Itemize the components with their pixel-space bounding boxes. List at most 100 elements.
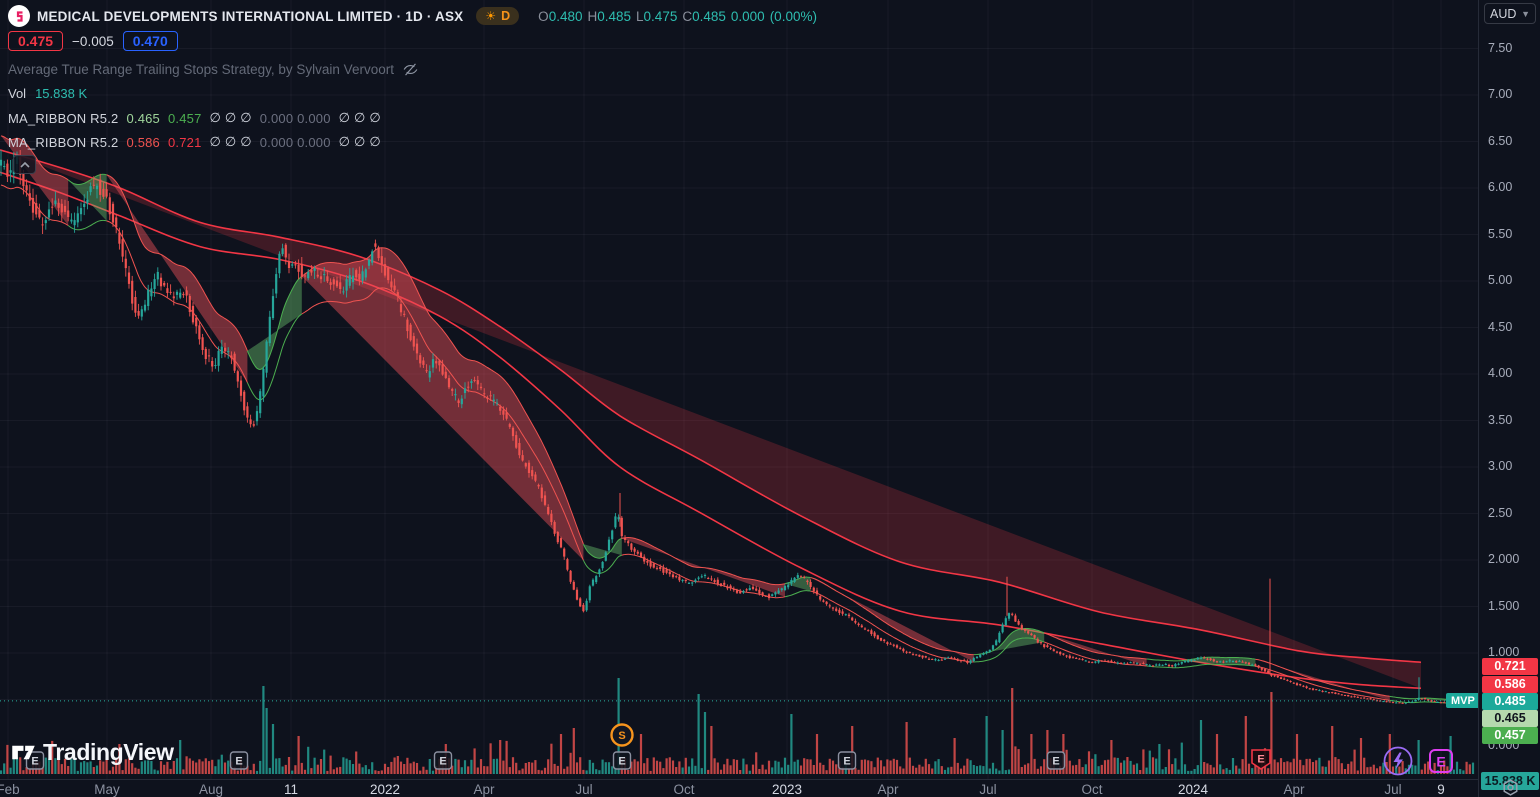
volume-value: 15.838 K xyxy=(35,86,88,101)
open-label: O xyxy=(538,8,549,24)
ma-ribbon-value: ∅ ∅ ∅ xyxy=(209,110,252,125)
low-value: 0.475 xyxy=(643,8,678,24)
price-tick: 5.00 xyxy=(1488,273,1513,287)
legend-collapse-icon xyxy=(19,161,30,168)
svg-text:E: E xyxy=(1257,754,1264,766)
ohlc-values: O0.480 H0.485 L0.475 C0.485 0.000 (0.00%… xyxy=(538,9,817,24)
time-tick: 2022 xyxy=(369,782,401,797)
svg-text:E: E xyxy=(31,756,38,768)
earnings-badge[interactable]: E xyxy=(433,751,453,770)
svg-text:E: E xyxy=(1052,756,1059,768)
earnings-badge[interactable]: E xyxy=(25,751,45,770)
time-tick: Jul xyxy=(1384,782,1402,797)
time-tick: Aug xyxy=(198,782,224,797)
ma-ribbon-label: MA_RIBBON R5.2 xyxy=(8,134,119,150)
time-tick: 2024 xyxy=(1177,782,1209,797)
svg-text:E: E xyxy=(1436,754,1445,770)
time-tick: Apr xyxy=(877,782,899,797)
price-label-chip: 0.485 xyxy=(1482,692,1538,710)
price-scale[interactable]: AUD ▼ 7.50 7.00 6.50 6.00 5.50 5.00 4.50 4.00 3.… xyxy=(1478,0,1540,797)
price-label-chip: 0.465 xyxy=(1482,709,1538,727)
svg-text:S: S xyxy=(618,730,625,742)
price-tick: 2.50 xyxy=(1488,505,1513,520)
price-tick: 4.00 xyxy=(1488,366,1513,380)
price-tick: 3.00 xyxy=(1488,459,1513,473)
time-tick: Apr xyxy=(1283,782,1305,797)
symbol-header-row[interactable]: MEDICAL DEVELOPMENTS INTERNATIONAL LIMIT… xyxy=(8,5,817,27)
delayed-data-badge: D xyxy=(501,9,511,23)
high-value: 0.485 xyxy=(597,8,632,24)
currency-chevron-icon: ▼ xyxy=(1521,8,1530,19)
ma-ribbon-value: ∅ ∅ ∅ xyxy=(338,134,381,149)
ideas-lightning-icon[interactable] xyxy=(1382,745,1414,777)
split-badge[interactable]: S xyxy=(610,723,634,747)
strategy-row[interactable]: Average True Range Trailing Stops Strate… xyxy=(8,61,419,78)
time-tick: Jul xyxy=(979,782,997,797)
volume-legend-row[interactable]: Vol 15.838 K xyxy=(8,86,87,101)
price-tick: 3.50 xyxy=(1488,412,1513,427)
change-value: 0.000 xyxy=(730,8,765,24)
price-label-chip: 0.586 xyxy=(1482,675,1538,693)
price-label-chip: 0.457 xyxy=(1482,726,1538,744)
time-tick: Oct xyxy=(673,782,695,797)
ma-ribbon-value: 0.457 xyxy=(168,110,202,126)
ma-ribbon-value: 0.000 0.000 xyxy=(259,110,331,126)
tradingview-logo[interactable]: TradingView xyxy=(10,739,174,766)
legend-collapse-button[interactable] xyxy=(13,155,36,174)
earnings-badge[interactable]: E xyxy=(837,751,857,770)
price-tick: 1.500 xyxy=(1488,598,1520,613)
currency-button[interactable]: AUD ▼ xyxy=(1484,3,1536,24)
time-tick: Jul xyxy=(575,782,593,797)
session-sun-icon: ☀ xyxy=(485,9,497,23)
scale-settings-icon[interactable] xyxy=(1501,778,1520,797)
ma-ribbon-value: ∅ ∅ ∅ xyxy=(338,110,381,125)
time-tick: Apr xyxy=(473,782,495,797)
time-scale[interactable]: Feb May Aug 11 2022 Apr Jul Oct 2023 Apr Jul Oct 202… xyxy=(0,779,1478,797)
ma-ribbon-value: 0.000 0.000 xyxy=(259,134,331,150)
price-tick: 7.00 xyxy=(1488,87,1513,101)
ma-ribbon-value: 0.586 xyxy=(126,134,160,150)
market-status-pill[interactable]: ☀ D xyxy=(476,7,520,25)
ma-ribbon-row-1[interactable]: MA_RIBBON R5.2 0.465 0.457 ∅ ∅ ∅ 0.000 0.00… xyxy=(8,110,381,126)
low-label: L xyxy=(636,8,644,24)
change-percent: (0.00%) xyxy=(769,8,817,24)
time-tick: 2023 xyxy=(771,782,803,797)
mvp-price-tag: MVP xyxy=(1446,693,1478,708)
earnings-badge-upcoming[interactable]: E xyxy=(1251,749,1271,770)
chart-pane[interactable]: E E E E E E E S MEDICAL DEVELOPMENTS INTERNATIO… xyxy=(0,0,1478,779)
price-tick: 6.50 xyxy=(1488,133,1513,148)
visibility-off-icon[interactable] xyxy=(402,61,419,78)
price-label-chip: 0.721 xyxy=(1482,657,1538,675)
close-value: 0.485 xyxy=(692,8,726,24)
price-volume-chart[interactable]: E E E E E E E S xyxy=(0,0,1478,779)
ma-ribbon-row-2[interactable]: MA_RIBBON R5.2 0.586 0.721 ∅ ∅ ∅ 0.000 0.00… xyxy=(8,134,381,150)
currency-label: AUD xyxy=(1490,6,1517,21)
ma-ribbon-label: MA_RIBBON R5.2 xyxy=(8,110,119,126)
svg-text:E: E xyxy=(439,756,446,768)
time-tick: Oct xyxy=(1081,782,1103,797)
buy-button[interactable]: 0.470 xyxy=(122,31,178,51)
time-tick: May xyxy=(94,782,120,797)
events-icon[interactable]: E xyxy=(1428,748,1454,774)
volume-label: Vol xyxy=(8,86,27,101)
ma-ribbon-value: 0.465 xyxy=(126,110,160,126)
time-tick: Feb xyxy=(0,782,20,797)
price-tick: 5.50 xyxy=(1488,226,1513,241)
order-buttons-row: 0.475 −0.005 0.470 xyxy=(8,31,178,51)
footer-icons: E xyxy=(1382,745,1454,777)
price-tick: 2.000 xyxy=(1488,552,1520,566)
earnings-badge[interactable]: E xyxy=(229,751,249,770)
tradingview-logo-text: TradingView xyxy=(43,739,174,765)
earnings-badge[interactable]: E xyxy=(1046,751,1066,770)
earnings-badge[interactable]: E xyxy=(612,751,632,770)
open-value: 0.480 xyxy=(548,8,583,24)
high-label: H xyxy=(587,8,598,24)
sell-button[interactable]: 0.475 xyxy=(8,31,64,51)
price-tick: 7.50 xyxy=(1488,40,1513,55)
close-label: C xyxy=(682,8,693,24)
tradingview-logo-icon xyxy=(12,745,35,760)
price-tick: 6.00 xyxy=(1488,180,1513,194)
strategy-title: Average True Range Trailing Stops Strate… xyxy=(8,62,394,77)
symbol-title[interactable]: MEDICAL DEVELOPMENTS INTERNATIONAL LIMIT… xyxy=(37,8,464,24)
ma-ribbon-value: ∅ ∅ ∅ xyxy=(209,134,252,149)
